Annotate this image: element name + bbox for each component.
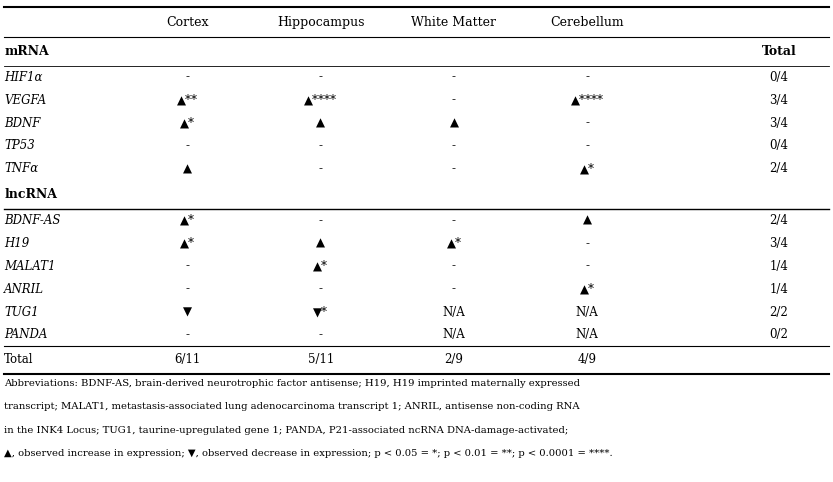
Text: ▲: ▲ bbox=[317, 117, 325, 130]
Text: ▲*: ▲* bbox=[313, 260, 328, 273]
Text: ▼: ▼ bbox=[183, 306, 192, 319]
Text: ▲****: ▲**** bbox=[571, 94, 604, 107]
Text: -: - bbox=[586, 117, 589, 130]
Text: 5/11: 5/11 bbox=[307, 353, 334, 366]
Text: -: - bbox=[319, 162, 322, 175]
Text: -: - bbox=[586, 260, 589, 273]
Text: -: - bbox=[586, 139, 589, 152]
Text: HIF1α: HIF1α bbox=[4, 71, 42, 83]
Text: 3/4: 3/4 bbox=[770, 237, 788, 250]
Text: Total: Total bbox=[4, 353, 33, 366]
Text: ▲*: ▲* bbox=[580, 282, 595, 295]
Text: -: - bbox=[452, 71, 456, 83]
Text: -: - bbox=[452, 282, 456, 295]
Text: -: - bbox=[319, 139, 322, 152]
Text: ▲: ▲ bbox=[583, 214, 591, 227]
Text: Hippocampus: Hippocampus bbox=[277, 16, 365, 29]
Text: -: - bbox=[586, 71, 589, 83]
Text: lncRNA: lncRNA bbox=[4, 188, 57, 201]
Text: ▲, observed increase in expression; ▼, observed decrease in expression; p < 0.05: ▲, observed increase in expression; ▼, o… bbox=[4, 449, 613, 458]
Text: ▲: ▲ bbox=[183, 162, 192, 175]
Text: 0/4: 0/4 bbox=[770, 139, 788, 152]
Text: Total: Total bbox=[761, 45, 796, 58]
Text: Abbreviations: BDNF-AS, brain-derived neurotrophic factor antisense; H19, H19 im: Abbreviations: BDNF-AS, brain-derived ne… bbox=[4, 379, 580, 388]
Text: 1/4: 1/4 bbox=[770, 260, 788, 273]
Text: N/A: N/A bbox=[576, 328, 599, 341]
Text: Cortex: Cortex bbox=[166, 16, 209, 29]
Text: Cerebellum: Cerebellum bbox=[551, 16, 624, 29]
Text: -: - bbox=[186, 328, 189, 341]
Text: N/A: N/A bbox=[576, 306, 599, 319]
Text: -: - bbox=[186, 71, 189, 83]
Text: ▲*: ▲* bbox=[180, 117, 195, 130]
Text: BDNF: BDNF bbox=[4, 117, 41, 130]
Text: 2/4: 2/4 bbox=[770, 214, 788, 227]
Text: VEGFA: VEGFA bbox=[4, 94, 47, 107]
Text: -: - bbox=[452, 260, 456, 273]
Text: H19: H19 bbox=[4, 237, 29, 250]
Text: -: - bbox=[452, 214, 456, 227]
Text: BDNF-AS: BDNF-AS bbox=[4, 214, 61, 227]
Text: TP53: TP53 bbox=[4, 139, 35, 152]
Text: -: - bbox=[452, 139, 456, 152]
Text: 1/4: 1/4 bbox=[770, 282, 788, 295]
Text: -: - bbox=[452, 162, 456, 175]
Text: ▲*: ▲* bbox=[180, 214, 195, 227]
Text: ▲: ▲ bbox=[317, 237, 325, 250]
Text: ▲*: ▲* bbox=[180, 237, 195, 250]
Text: 2/2: 2/2 bbox=[770, 306, 788, 319]
Text: 3/4: 3/4 bbox=[770, 117, 788, 130]
Text: 4/9: 4/9 bbox=[578, 353, 596, 366]
Text: 2/4: 2/4 bbox=[770, 162, 788, 175]
Text: ▲*: ▲* bbox=[580, 162, 595, 175]
Text: ▲**: ▲** bbox=[177, 94, 198, 107]
Text: White Matter: White Matter bbox=[412, 16, 496, 29]
Text: ▲: ▲ bbox=[450, 117, 458, 130]
Text: -: - bbox=[186, 282, 189, 295]
Text: TUG1: TUG1 bbox=[4, 306, 39, 319]
Text: -: - bbox=[186, 139, 189, 152]
Text: N/A: N/A bbox=[442, 328, 466, 341]
Text: 0/4: 0/4 bbox=[770, 71, 788, 83]
Text: MALAT1: MALAT1 bbox=[4, 260, 56, 273]
Text: ▼*: ▼* bbox=[313, 306, 328, 319]
Text: 6/11: 6/11 bbox=[174, 353, 201, 366]
Text: 0/2: 0/2 bbox=[770, 328, 788, 341]
Text: N/A: N/A bbox=[442, 306, 466, 319]
Text: -: - bbox=[319, 71, 322, 83]
Text: TNFα: TNFα bbox=[4, 162, 38, 175]
Text: -: - bbox=[452, 94, 456, 107]
Text: in the INK4 Locus; TUG1, taurine-upregulated gene 1; PANDA, P21-associated ncRNA: in the INK4 Locus; TUG1, taurine-upregul… bbox=[4, 426, 568, 435]
Text: 3/4: 3/4 bbox=[770, 94, 788, 107]
Text: ▲*: ▲* bbox=[446, 237, 461, 250]
Text: -: - bbox=[186, 260, 189, 273]
Text: transcript; MALAT1, metastasis-associated lung adenocarcinoma transcript 1; ANRI: transcript; MALAT1, metastasis-associate… bbox=[4, 402, 580, 412]
Text: ANRIL: ANRIL bbox=[4, 282, 44, 295]
Text: -: - bbox=[586, 237, 589, 250]
Text: mRNA: mRNA bbox=[4, 45, 49, 58]
Text: 2/9: 2/9 bbox=[445, 353, 463, 366]
Text: -: - bbox=[319, 328, 322, 341]
Text: -: - bbox=[319, 214, 322, 227]
Text: PANDA: PANDA bbox=[4, 328, 47, 341]
Text: -: - bbox=[319, 282, 322, 295]
Text: ▲****: ▲**** bbox=[304, 94, 337, 107]
